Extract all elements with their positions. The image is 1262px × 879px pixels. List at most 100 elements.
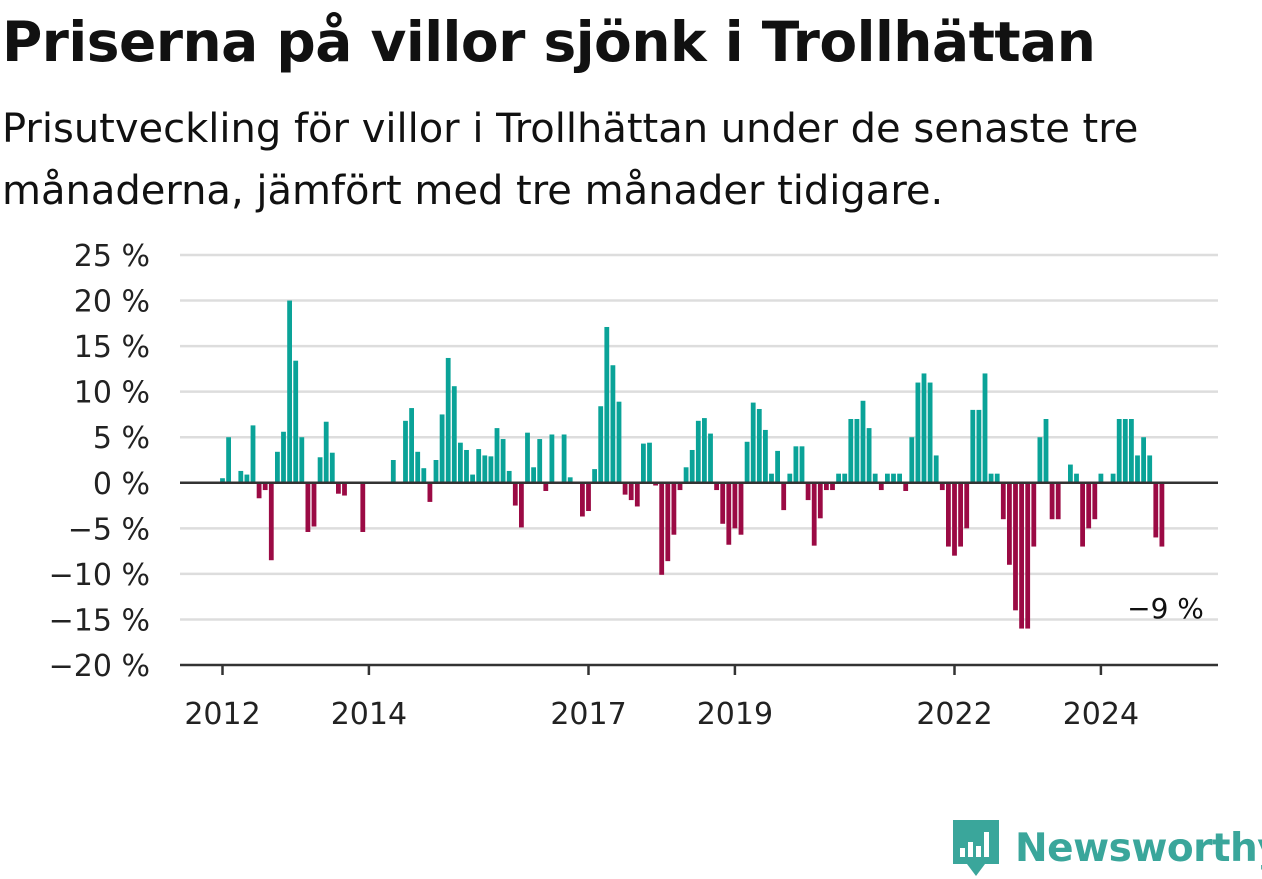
bar [708,433,713,483]
bar [506,470,512,483]
bar [1092,482,1098,520]
bar [1007,482,1012,565]
bar [439,414,445,483]
bar [549,434,555,483]
bar [1013,482,1018,611]
bar [1086,482,1092,529]
bar [329,452,335,483]
bar [616,401,622,483]
bar [342,482,347,496]
bar [1098,473,1104,483]
bar [720,482,726,524]
bar [1031,482,1037,547]
y-axis-ticks: 25 % 20 % 15 % 10 % 5 % 0 % −5 % −10 % −15 % −20 … [49,239,150,684]
bar [988,473,994,483]
y-tick-label: −5 % [68,512,150,547]
bar [647,442,652,483]
bar [744,441,750,483]
bar [268,482,274,561]
bar [427,482,433,502]
bar [445,357,451,483]
newsworthy-logo: Newsworthy [951,818,1262,878]
bar [494,428,500,483]
bar [726,482,732,545]
y-tick-label: 25 % [74,239,150,274]
bar [909,437,915,483]
bar [1141,437,1146,483]
bar [250,425,256,483]
bar [1000,482,1006,520]
bar [738,482,744,535]
bar [1147,455,1153,483]
bar [451,386,457,483]
y-tick-label: 0 % [93,467,150,502]
bar [512,482,518,506]
x-tick-label: 2014 [331,697,407,732]
bar [244,474,250,483]
bar [824,482,829,491]
bar [677,482,683,491]
bar [543,482,549,491]
bar [830,482,835,491]
bar [360,482,366,532]
x-tick-label: 2019 [697,697,773,732]
bar [299,437,305,483]
bar [409,408,414,483]
bar [1068,464,1073,483]
bar [805,482,811,501]
bar [531,467,536,483]
bars [220,300,1165,629]
bar [927,382,933,483]
bar [482,455,488,483]
bar [763,429,768,483]
bar [592,469,597,483]
bar [610,365,616,483]
bar [659,482,665,575]
bar [323,421,329,483]
bar [933,455,939,483]
bar [641,443,646,483]
bar [262,482,268,491]
bar [695,420,701,483]
bar [525,432,530,483]
bar [464,449,469,483]
bar [1159,482,1165,547]
brand-name: Newsworthy [1015,825,1262,871]
bar [885,473,890,483]
bar [1080,482,1085,547]
bar [689,449,695,483]
bar [964,482,970,529]
bar [732,482,738,529]
bar [305,482,311,532]
bar [1129,419,1134,483]
bar [628,482,634,501]
bar [567,477,573,483]
bar [1043,419,1049,483]
bar [683,467,689,483]
bar [1037,437,1043,483]
bar [714,482,719,491]
bar [390,460,396,483]
bar [781,482,787,511]
bar [226,437,231,483]
y-tick-label: −15 % [49,603,150,638]
y-tick-label: 5 % [93,421,150,456]
bar [866,428,872,483]
bar [903,482,909,491]
chart-title: Priserna på villor sjönk i Trollhättan [2,10,1096,74]
bar [653,482,658,486]
bar [848,419,854,483]
bar [604,326,610,483]
bar [921,373,927,483]
bar [897,473,902,483]
bar [293,360,299,483]
bar [561,434,567,483]
bar [946,482,951,547]
bar [1049,482,1055,520]
bar [281,431,286,483]
bar [836,473,841,483]
bar [671,482,677,535]
bar [317,457,323,483]
bar [519,482,524,528]
bar [915,382,921,483]
